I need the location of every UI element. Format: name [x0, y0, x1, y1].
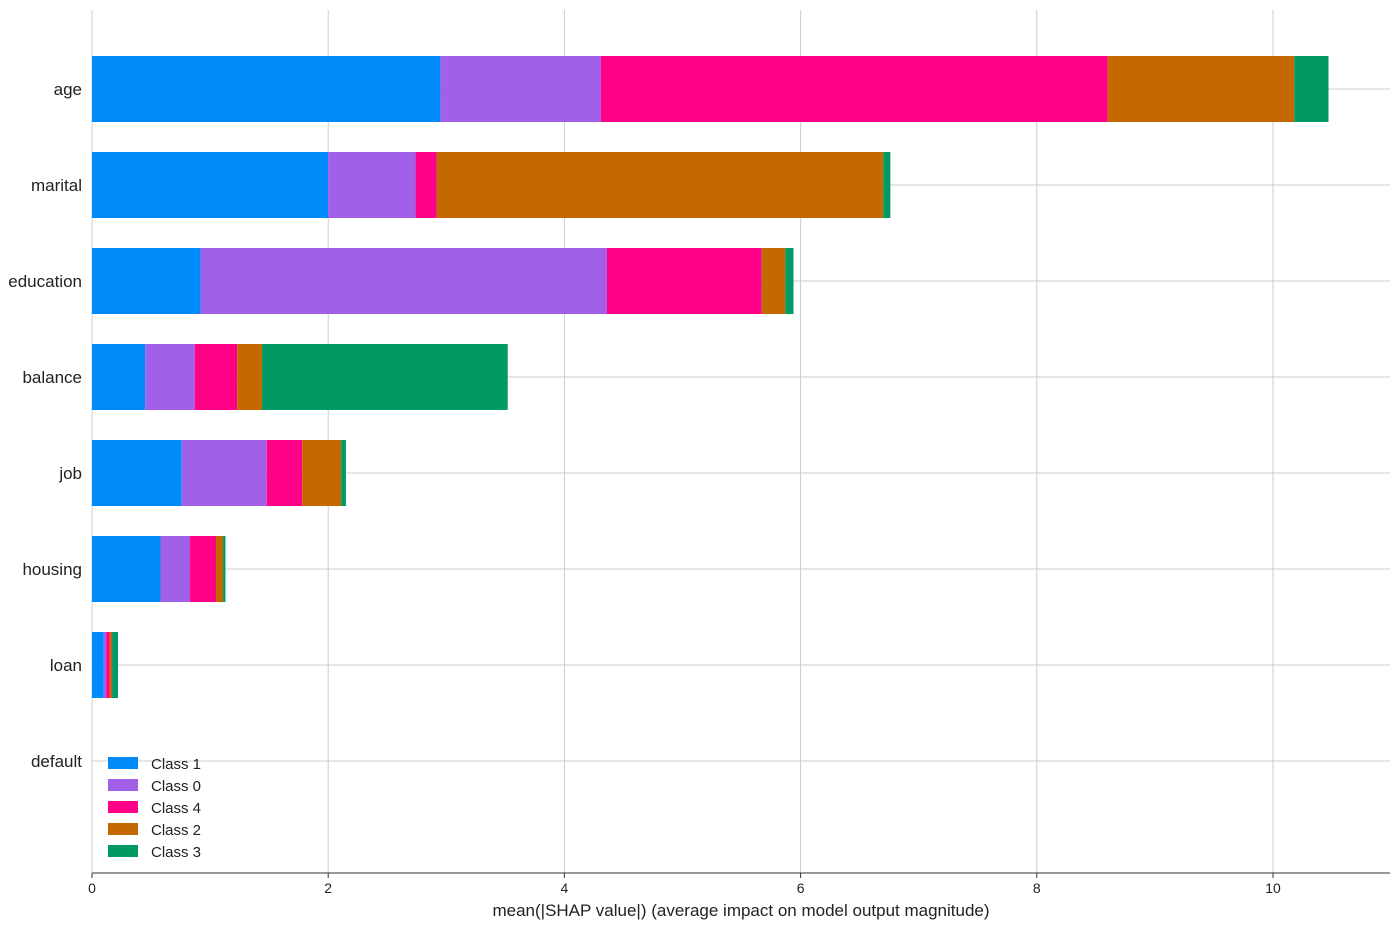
bar-housing-class-2: [216, 536, 224, 602]
legend: Class 1 Class 0 Class 4 Class 2 Class 3: [108, 756, 201, 861]
bar-housing-class-0: [160, 536, 191, 602]
bar-education-class-3: [785, 248, 794, 314]
y-label-age: age: [54, 80, 82, 99]
legend-swatch-class-3: [108, 845, 138, 857]
x-axis-label: mean(|SHAP value|) (average impact on mo…: [492, 901, 989, 920]
bar-education-class-0: [200, 248, 607, 314]
bar-balance-class-3: [262, 344, 508, 410]
bar-balance-class-2: [237, 344, 263, 410]
bar-loan-class-3: [112, 632, 118, 698]
bar-balance-class-4: [194, 344, 238, 410]
x-tick-label-6: 6: [797, 880, 805, 896]
bar-housing-class-4: [190, 536, 217, 602]
bar-job-class-0: [181, 440, 267, 506]
x-tick-label-0: 0: [88, 880, 96, 896]
x-tick-label-10: 10: [1265, 880, 1281, 896]
bar-job-class-4: [266, 440, 303, 506]
y-label-marital: marital: [31, 176, 82, 195]
legend-label-class-1: Class 1: [151, 756, 201, 773]
bar-marital-class-1: [92, 152, 329, 218]
legend-swatch-class-2: [108, 823, 138, 835]
y-label-balance: balance: [22, 368, 82, 387]
bar-education-class-1: [92, 248, 201, 314]
bar-housing-class-1: [92, 536, 161, 602]
bars: [92, 56, 1329, 698]
bar-age-class-2: [1107, 56, 1295, 122]
bar-housing-class-3: [223, 536, 226, 602]
bar-job-class-1: [92, 440, 182, 506]
y-label-loan: loan: [50, 656, 82, 675]
bar-loan-class-1: [92, 632, 104, 698]
bar-loan-class-0: [103, 632, 107, 698]
y-label-education: education: [8, 272, 82, 291]
legend-swatch-class-0: [108, 779, 138, 791]
y-label-job: job: [58, 464, 82, 483]
bar-marital-class-2: [436, 152, 884, 218]
bar-marital-class-4: [415, 152, 437, 218]
bar-loan-class-4: [106, 632, 110, 698]
x-tick-label-2: 2: [324, 880, 332, 896]
bar-balance-class-0: [145, 344, 195, 410]
legend-label-class-3: Class 3: [151, 844, 201, 861]
bar-loan-class-2: [109, 632, 113, 698]
y-label-default: default: [31, 752, 82, 771]
bar-age-class-0: [440, 56, 602, 122]
x-axis-ticks: 0 2 4 6 8 10: [88, 873, 1281, 896]
bar-age-class-3: [1294, 56, 1329, 122]
y-label-housing: housing: [22, 560, 82, 579]
bar-job-class-2: [302, 440, 342, 506]
bar-marital-class-0: [328, 152, 416, 218]
x-tick-label-8: 8: [1033, 880, 1041, 896]
legend-swatch-class-4: [108, 801, 138, 813]
y-axis-labels: age marital education balance job housing loan…: [8, 80, 82, 771]
legend-label-class-2: Class 2: [151, 822, 201, 839]
bar-balance-class-1: [92, 344, 146, 410]
x-tick-label-4: 4: [561, 880, 569, 896]
bar-education-class-2: [761, 248, 786, 314]
bar-job-class-3: [341, 440, 346, 506]
legend-swatch-class-1: [108, 757, 138, 769]
bar-age-class-4: [601, 56, 1108, 122]
bar-education-class-4: [606, 248, 762, 314]
bar-marital-class-3: [883, 152, 891, 218]
legend-label-class-0: Class 0: [151, 778, 201, 795]
bar-age-class-1: [92, 56, 441, 122]
legend-label-class-4: Class 4: [151, 800, 201, 817]
